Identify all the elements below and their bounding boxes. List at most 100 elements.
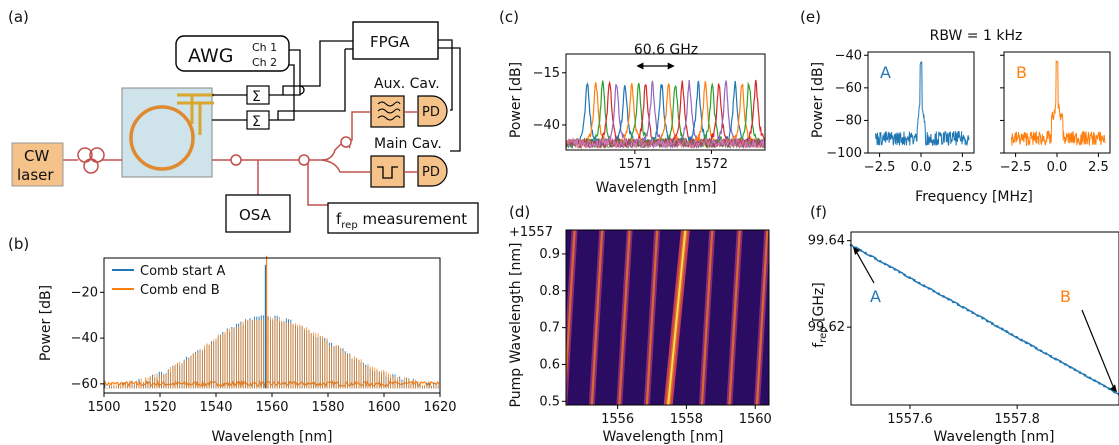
ring-resonator (129, 105, 195, 171)
frep-point (922, 284, 926, 288)
panel-d-axes: 1556 1558 1560 0.5 0.6 0.7 0.8 0.9 (539, 229, 772, 427)
resonance-trace (692, 81, 717, 145)
main-cav-label: Main Cav. (374, 136, 442, 152)
frep-point (1078, 371, 1082, 374)
y-tick-label: 0.8 (539, 284, 560, 299)
frep-point (961, 306, 965, 309)
frep-point (908, 276, 911, 279)
panel-f-frep-trend: (f) 1557.6 1557.8 99.64 99.62 Wavelength [n… (808, 203, 1119, 445)
panel-f-x-label: Wavelength [nm] (934, 429, 1055, 445)
frep-point (859, 249, 862, 252)
panel-d-offset-label: +1557 (509, 225, 553, 240)
y-tick-label: −60 (835, 81, 862, 96)
beatnote-trace-b (1011, 59, 1106, 147)
frep-point (1020, 338, 1023, 342)
fiber-coupler-3 (340, 136, 352, 148)
panel-b-plot (103, 255, 440, 389)
panel-b-axes: 1500 1520 1540 1560 1580 1600 1620 −60 −40 −20 (71, 257, 457, 415)
frep-point (888, 265, 892, 269)
x-tick-label: 1572 (695, 157, 728, 172)
pump-line-core (667, 230, 687, 405)
frep-point (981, 316, 984, 320)
y-tick-label: −80 (835, 113, 862, 128)
panel-c-letter: (c) (499, 8, 519, 26)
panel-f-letter: (f) (810, 203, 827, 221)
frep-rest: measurement (358, 210, 468, 228)
frep-point (1044, 352, 1048, 355)
laser-label: laser (17, 166, 54, 184)
awg-label: AWG (188, 45, 233, 67)
x-tick-label: 0.0 (1047, 160, 1068, 175)
frep-point (1054, 357, 1057, 361)
panel-f-y-label: frep [GHz] (811, 282, 829, 347)
fiber-coupler-2 (298, 154, 310, 166)
y-tick-label: −40 (71, 331, 98, 346)
panel-e-axes: −2.5 0.0 2.5−40−60−80−100−2.5 0.0 2.5 (826, 48, 1111, 175)
y-tick-label: 0.7 (539, 321, 560, 336)
frep-point (927, 287, 931, 290)
x-tick-label: 1600 (367, 400, 400, 415)
frep-point (1010, 333, 1014, 336)
frep-point (864, 251, 867, 255)
panel-e-letter: (e) (800, 8, 821, 26)
frep-f: f (336, 210, 342, 228)
x-tick-label: 1500 (87, 400, 120, 415)
y-tick-label: −40 (533, 118, 560, 133)
panel-c-traces (566, 79, 765, 150)
panel-c-spacing-arrow (636, 62, 675, 70)
panel-b-x-label: Wavelength [nm] (212, 429, 333, 445)
x-tick-label: 2.5 (1088, 160, 1109, 175)
series-b-floor (103, 379, 440, 389)
panel-e-y-label: Power [dB] (810, 62, 826, 138)
heatmap-lines (566, 230, 769, 405)
frep-point (1005, 330, 1009, 334)
panel-a-setup-schematic: (a) AWG Ch 1 Ch 2 FPGA Σ Σ (8, 8, 479, 234)
polarization-paddle-3 (83, 158, 99, 174)
frep-point (966, 308, 970, 312)
annotation-b-arrow (1081, 309, 1114, 387)
panel-b-y-label: Power [dB] (38, 285, 54, 361)
panel-b-comb-spectrum: (b) 1500 1520 1540 1560 1580 1600 1620 −60 −40 −2… (8, 235, 457, 445)
y-tick-label: −20 (71, 285, 98, 300)
panel-c-y-label: Power [dB] (508, 62, 524, 138)
panel-e-beatnote: (e) RBW = 1 kHz −2.5 0.0 2.5−40−60−80−100−… (800, 8, 1111, 205)
x-tick-label: 1620 (423, 400, 456, 415)
panel-d-plot (566, 230, 769, 405)
x-tick-label: 1580 (311, 400, 344, 415)
x-tick-label: 1557.6 (887, 412, 933, 427)
heater-electrodes (177, 93, 214, 135)
panel-e-title: RBW = 1 kHz (930, 28, 1023, 44)
frep-point (1093, 379, 1096, 382)
panel-c-axes: 1571 1572 −15 −40 (533, 53, 766, 172)
aux-cav-label: Aux. Cav. (374, 76, 440, 92)
panel-c-x-label: Wavelength [nm] (596, 180, 717, 196)
frep-point (903, 273, 906, 277)
x-tick-label: 2.5 (952, 160, 973, 175)
y-tick-label: 0.9 (539, 247, 560, 262)
panel-d-x-label: Wavelength [nm] (603, 429, 724, 445)
panel-b-letter: (b) (8, 235, 29, 253)
photodetector-main (417, 155, 448, 187)
frep-point (1088, 376, 1092, 380)
osa-box (225, 194, 291, 233)
panel-c-plot (566, 79, 765, 150)
x-tick-label: 1557.8 (994, 412, 1040, 427)
optical-fiber (63, 111, 418, 206)
frep-point (976, 314, 979, 317)
frep-point (937, 292, 940, 296)
frep-point (883, 262, 887, 266)
axes-frame (565, 229, 770, 406)
noise-floor-trace (566, 137, 765, 150)
osa-label: OSA (239, 206, 272, 224)
beatnote-trace-a (875, 61, 970, 147)
electrical-wiring (212, 39, 461, 152)
legend-label-a: Comb start A (140, 264, 225, 279)
y-tick-label: −60 (71, 377, 98, 392)
axes-frame (565, 53, 766, 151)
frep-point (1064, 363, 1067, 366)
x-tick-label: −2.5 (1000, 160, 1032, 175)
spacing-arrow-head-left (636, 62, 644, 70)
axes-frame (850, 231, 1119, 406)
frep-point (995, 325, 999, 328)
panel-e-x-label: Frequency [MHz] (915, 189, 1033, 205)
